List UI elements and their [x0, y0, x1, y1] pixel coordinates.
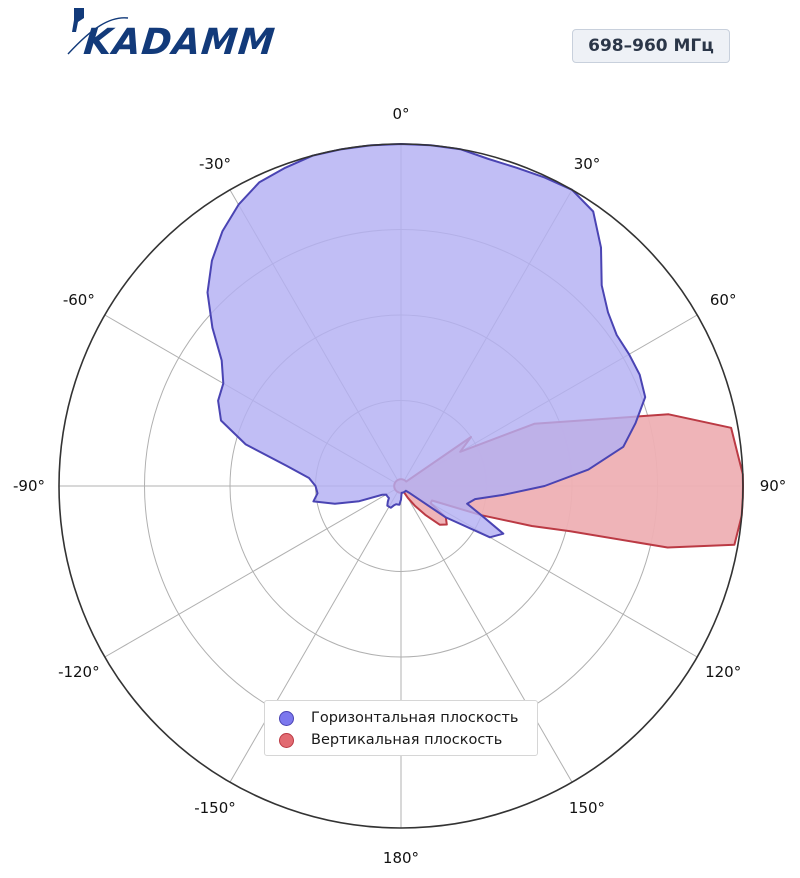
angle-tick-labels: 0° 30° 60° 90° 120° 150° 180° -150° -120° -90° -60… [13, 105, 786, 867]
angle-tick-label: -60° [63, 291, 95, 309]
angular-gridline-210 [229, 485, 402, 783]
chart-legend: Горизонтальная плоскость Вертикальная пл… [264, 700, 538, 756]
logo-mark-icon [67, 8, 129, 55]
frequency-badge: 698–960 МГц [572, 29, 730, 63]
angular-gridline-240 [104, 485, 402, 658]
series-layer [206, 143, 744, 549]
angle-tick-label: 180° [383, 849, 419, 867]
angle-tick-label: 0° [392, 105, 409, 123]
legend-label-horizontal: Горизонтальная плоскость [311, 710, 519, 726]
angle-tick-label: 90° [760, 477, 787, 495]
angle-tick-label: -120° [58, 663, 100, 681]
brand-logo: KADAMM [62, 8, 277, 63]
angle-tick-label: 60° [710, 291, 737, 309]
angle-tick-label: 150° [569, 799, 605, 817]
legend-swatch-horizontal [279, 710, 294, 726]
legend-swatch-vertical [279, 732, 294, 748]
legend-label-vertical: Вертикальная плоскость [311, 732, 503, 748]
angular-gridline-150 [400, 485, 573, 783]
legend-entry-vertical: Вертикальная плоскость [279, 729, 502, 751]
legend-entry-horizontal: Горизонтальная плоскость [279, 707, 518, 729]
angle-tick-label: -30° [199, 155, 231, 173]
outer-ring-circle [58, 143, 744, 829]
outer-ring [58, 143, 744, 829]
angle-tick-label: -150° [194, 799, 236, 817]
angle-tick-label: -90° [13, 477, 45, 495]
series-horizontal-plane [206, 143, 647, 539]
angle-tick-label: 30° [574, 155, 601, 173]
angle-tick-label: 120° [705, 663, 741, 681]
